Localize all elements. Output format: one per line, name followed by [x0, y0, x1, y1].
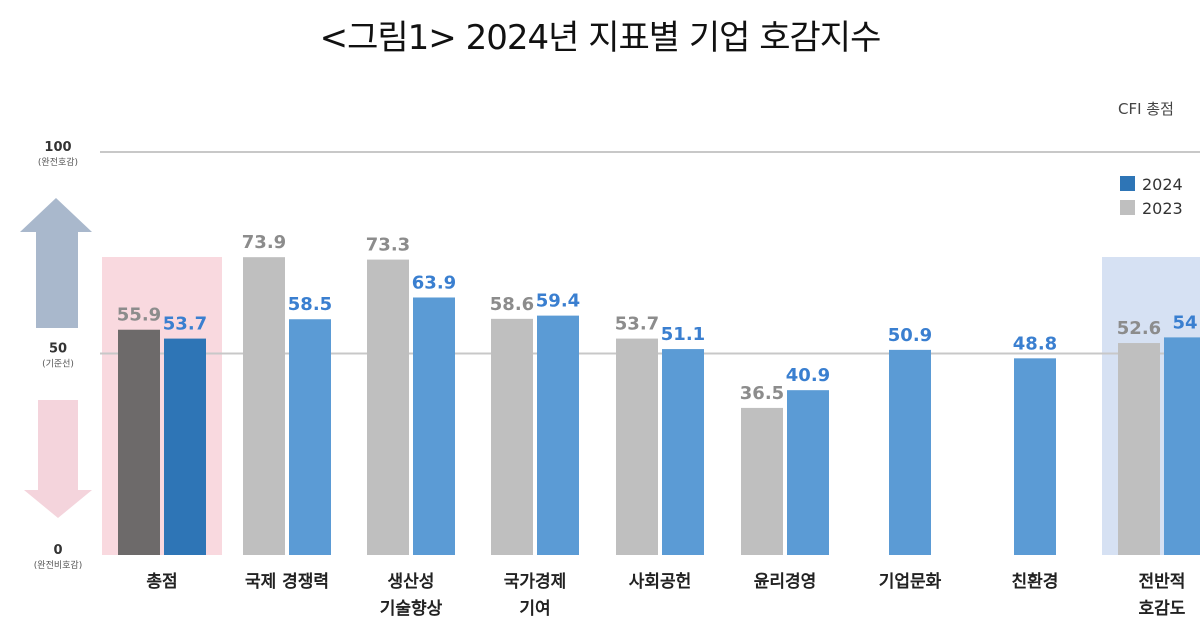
bar-2023 [118, 329, 160, 555]
y-tick-label: 0 [53, 543, 62, 558]
value-label-2023: 52.6 [1117, 318, 1161, 339]
category-label: 사회공헌 [629, 572, 692, 592]
bar-2023 [1118, 343, 1160, 555]
category-label: 국가경제 [504, 572, 567, 592]
value-label-2024: 48.8 [1013, 333, 1057, 354]
value-label-2024: 53.7 [163, 314, 207, 335]
bar-2024 [537, 315, 579, 555]
y-tick-sublabel: (완전비호감) [34, 559, 82, 571]
bar-2023 [741, 407, 783, 555]
value-label-2024: 50.9 [888, 325, 932, 346]
legend-label-2024: 2024 [1142, 175, 1183, 194]
value-label-2024: 51.1 [661, 324, 705, 345]
bar-2024 [1014, 358, 1056, 555]
value-label-2024: 63.9 [412, 272, 456, 293]
value-label-2023: 55.9 [117, 305, 161, 326]
value-label-2023: 36.5 [740, 383, 784, 404]
category-label: 전반적 [1139, 572, 1186, 592]
category-label: 기업문화 [879, 572, 942, 592]
value-label-2023: 53.7 [615, 314, 659, 335]
bar-2024 [164, 338, 206, 555]
y-tick-sublabel: (완전호감) [38, 156, 78, 168]
legend-label-2023: 2023 [1142, 199, 1183, 218]
category-label: 국제 경쟁력 [245, 572, 329, 592]
category-label: 기여 [519, 599, 550, 619]
value-label-2023: 58.6 [490, 294, 534, 315]
category-label: 생산성 [388, 572, 435, 592]
bar-2023 [616, 338, 658, 555]
bar-2024 [662, 349, 704, 555]
bar-2024 [1164, 337, 1200, 555]
down-arrow-icon [24, 400, 92, 518]
bar-2024 [413, 297, 455, 555]
bar-2024 [787, 390, 829, 555]
bar-2023 [367, 259, 409, 555]
up-arrow-icon [20, 198, 92, 328]
value-label-2024: 54 [1172, 312, 1197, 333]
value-label-2024: 58.5 [288, 294, 332, 315]
bar-2023 [491, 318, 533, 555]
category-label: 친환경 [1012, 572, 1059, 592]
y-tick-sublabel: (기준선) [42, 359, 74, 370]
value-label-2024: 59.4 [536, 291, 580, 312]
y-tick-label: 100 [44, 140, 71, 155]
category-label: 기술향상 [380, 598, 443, 619]
value-label-2023: 73.3 [366, 235, 410, 256]
chart-title: <그림1> 2024년 지표별 기업 호감지수 [319, 18, 882, 58]
bar-2024 [289, 319, 331, 555]
bar-2024 [889, 349, 931, 555]
value-label-2023: 73.9 [242, 232, 286, 253]
category-label: 윤리경영 [754, 572, 817, 592]
corner-label: CFI 총점 [1118, 100, 1174, 118]
y-tick-label: 50 [49, 342, 67, 357]
category-label: 총점 [146, 572, 177, 592]
legend-swatch-2024 [1120, 176, 1135, 191]
value-label-2024: 40.9 [786, 365, 830, 386]
bar-2023 [243, 257, 285, 555]
category-label: 호감도 [1139, 599, 1186, 619]
legend-swatch-2023 [1120, 200, 1135, 215]
